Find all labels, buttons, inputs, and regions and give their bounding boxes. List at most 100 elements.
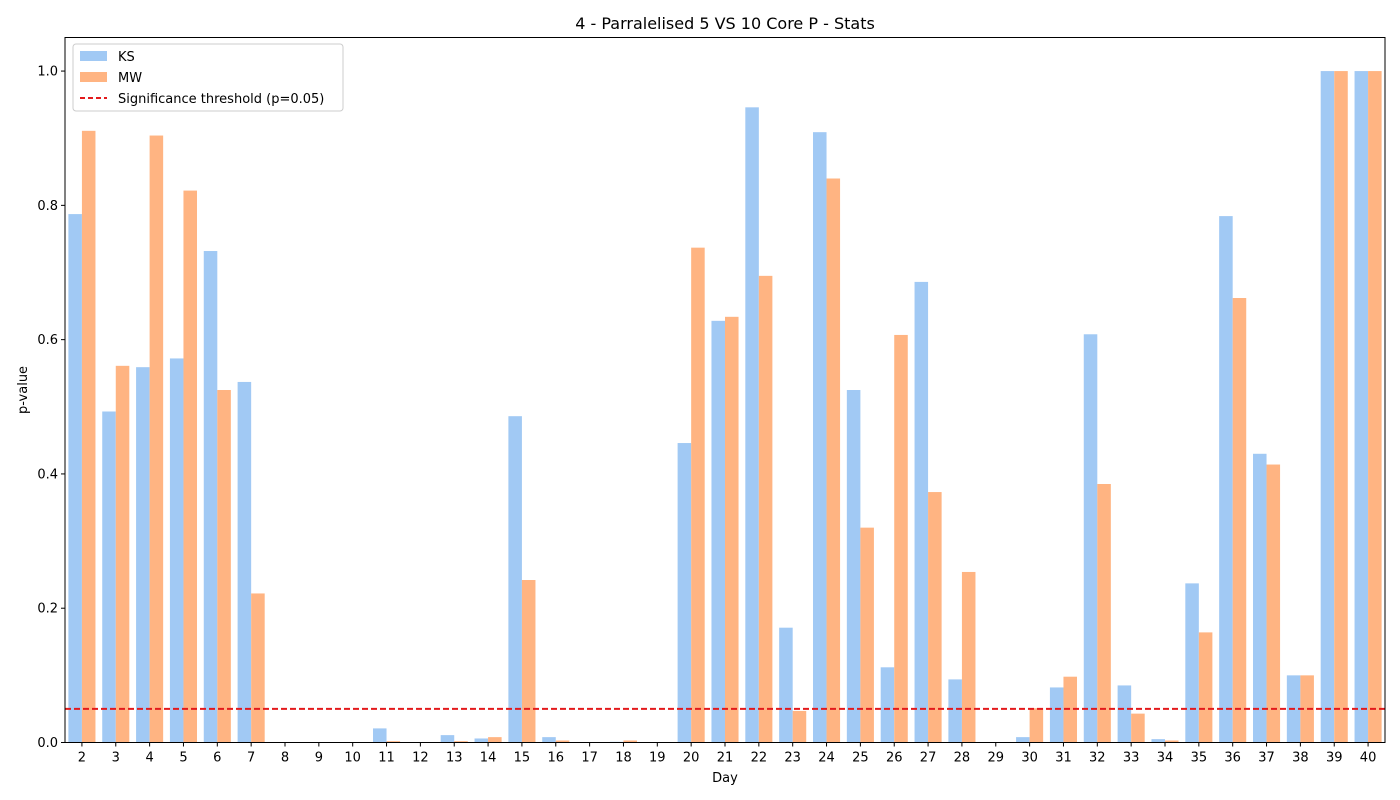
chart-title: 4 - Parralelised 5 VS 10 Core P - Stats xyxy=(575,14,875,33)
bar-mw-day-40 xyxy=(1368,71,1382,743)
x-tick-label: 26 xyxy=(886,751,903,766)
bar-ks-day-36 xyxy=(1219,216,1233,743)
bar-mw-day-6 xyxy=(217,390,231,743)
bar-ks-day-26 xyxy=(880,667,895,743)
x-tick-label: 18 xyxy=(615,751,632,766)
x-tick-label: 2 xyxy=(78,751,86,766)
x-tick-label: 37 xyxy=(1258,751,1275,766)
x-tick-label: 19 xyxy=(649,751,666,766)
legend-box xyxy=(72,43,344,112)
x-tick-label: 13 xyxy=(446,751,463,766)
bar-ks-day-37 xyxy=(1253,453,1267,743)
x-tick-label: 23 xyxy=(784,751,801,766)
bar-mw-day-13 xyxy=(454,741,468,743)
bar-ks-day-34 xyxy=(1151,739,1165,743)
x-tick-label: 30 xyxy=(1021,751,1038,766)
x-tick-label: 17 xyxy=(581,751,598,766)
bar-ks-day-6 xyxy=(203,251,218,743)
x-tick-label: 29 xyxy=(987,751,1004,766)
bar-mw-day-33 xyxy=(1131,713,1145,743)
y-axis: 0.0 0.2 0.4 0.6 0.8 1.0 xyxy=(37,65,65,751)
bar-ks-day-2 xyxy=(68,214,82,743)
y-tick-label: 0.6 xyxy=(37,333,58,348)
bar-mw-day-31 xyxy=(1063,676,1077,743)
bar-mw-day-5 xyxy=(183,190,197,743)
y-tick-label: 0.4 xyxy=(37,467,58,482)
x-tick-label: 16 xyxy=(547,751,564,766)
bar-mw-day-25 xyxy=(860,527,874,743)
bar-mw-day-32 xyxy=(1097,484,1111,743)
y-tick-label: 0.2 xyxy=(37,602,58,617)
x-tick-label: 36 xyxy=(1224,751,1241,766)
x-axis-label: Day xyxy=(712,771,738,786)
plot-frame xyxy=(64,37,1386,743)
bar-mw-day-11 xyxy=(386,741,401,743)
bar-ks-day-5 xyxy=(169,358,184,743)
x-tick-label: 14 xyxy=(480,751,497,766)
bar-mw-day-4 xyxy=(149,135,164,743)
bar-mw-day-35 xyxy=(1198,632,1213,743)
bar-mw-day-14 xyxy=(488,737,502,743)
bar-ks-day-15 xyxy=(508,416,522,743)
bar-mw-day-37 xyxy=(1266,464,1281,743)
x-tick-label: 11 xyxy=(378,751,395,766)
x-tick-label: 22 xyxy=(751,751,768,766)
bar-mw-day-34 xyxy=(1165,740,1179,743)
bar-ks-day-16 xyxy=(542,737,556,743)
x-tick-label: 9 xyxy=(315,751,323,766)
x-tick-label: 21 xyxy=(717,751,734,766)
bar-ks-day-35 xyxy=(1185,583,1199,743)
bar-ks-day-25 xyxy=(846,390,861,743)
bar-ks-day-14 xyxy=(474,738,489,743)
bar-mw-day-28 xyxy=(961,571,976,743)
legend-label-threshold: Significance threshold (p=0.05) xyxy=(118,92,324,107)
y-tick-label: 0.0 xyxy=(37,736,58,751)
bar-ks-day-23 xyxy=(779,627,793,743)
bar-ks-day-22 xyxy=(745,107,759,743)
x-tick-label: 25 xyxy=(852,751,869,766)
bar-ks-day-3 xyxy=(102,411,116,743)
bar-mw-day-23 xyxy=(792,710,807,743)
bar-ks-day-7 xyxy=(237,381,252,743)
x-tick-label: 7 xyxy=(247,751,255,766)
legend-swatch-ks xyxy=(80,51,107,61)
y-axis-label: p-value xyxy=(16,366,31,414)
bar-mw-day-22 xyxy=(758,275,773,743)
bar-ks-day-27 xyxy=(914,281,929,743)
bar-ks-day-11 xyxy=(373,728,387,743)
x-tick-label: 28 xyxy=(954,751,971,766)
legend-label-mw: MW xyxy=(118,71,142,86)
bar-mw-day-30 xyxy=(1029,708,1044,743)
x-tick-label: 20 xyxy=(683,751,700,766)
bar-ks-day-30 xyxy=(1016,737,1030,743)
bar-mw-day-39 xyxy=(1334,71,1348,743)
x-tick-label: 34 xyxy=(1157,751,1174,766)
x-tick-label: 15 xyxy=(514,751,531,766)
bar-ks-day-40 xyxy=(1354,71,1369,743)
y-tick-label: 0.8 xyxy=(37,199,58,214)
x-tick-label: 33 xyxy=(1123,751,1140,766)
x-tick-label: 38 xyxy=(1292,751,1309,766)
bar-mw-day-18 xyxy=(623,740,637,743)
bar-ks-day-28 xyxy=(948,679,962,743)
x-tick-label: 40 xyxy=(1360,751,1377,766)
bar-ks-day-33 xyxy=(1117,685,1132,743)
x-tick-label: 8 xyxy=(281,751,289,766)
x-tick-label: 27 xyxy=(920,751,937,766)
bar-ks-day-4 xyxy=(136,367,150,743)
x-tick-label: 32 xyxy=(1089,751,1106,766)
bar-ks-day-24 xyxy=(813,132,827,743)
legend-label-ks: KS xyxy=(118,50,135,65)
bar-mw-day-24 xyxy=(826,178,841,743)
bar-ks-day-31 xyxy=(1049,687,1064,743)
bar-mw-day-3 xyxy=(115,365,130,743)
bar-mw-day-20 xyxy=(691,247,705,743)
legend-swatch-mw xyxy=(80,72,107,82)
bar-mw-day-27 xyxy=(928,492,942,743)
x-tick-label: 12 xyxy=(412,751,429,766)
bars-group xyxy=(68,71,1382,743)
x-axis: 2 3 4 5 6 7 8 9 10 11 12 13 14 15 16 17 18 19 20 21 22 23 24 25… xyxy=(78,742,1377,766)
x-tick-label: 5 xyxy=(179,751,187,766)
bar-mw-day-15 xyxy=(521,580,536,743)
